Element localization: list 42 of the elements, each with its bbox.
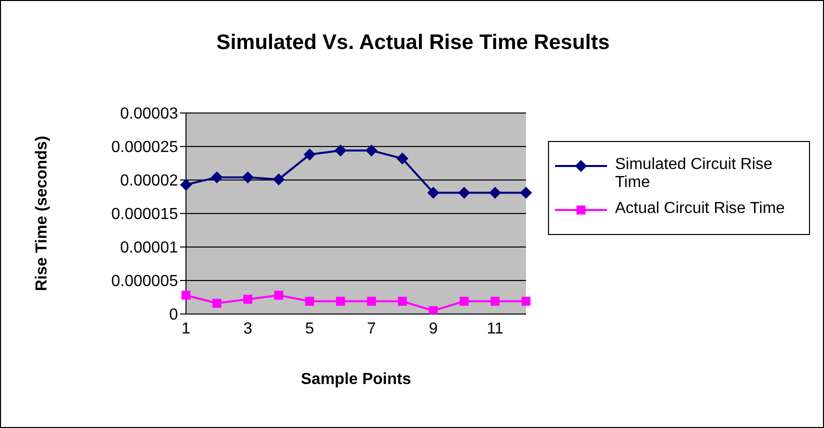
point: [366, 296, 376, 306]
y-tick-label: 0.000025: [111, 139, 178, 156]
point: [212, 298, 222, 308]
x-axis-title: Sample Points: [300, 371, 412, 388]
point: [305, 296, 314, 306]
point: [336, 296, 346, 306]
x-tick-label: 9: [428, 320, 438, 338]
legend-label: Simulated Circuit Rise Time: [615, 156, 774, 192]
y-tick-label: 0: [169, 306, 178, 324]
point: [398, 296, 407, 306]
x-tick-label: 5: [305, 320, 314, 338]
chart-title: Simulated Vs. Actual Rise Time Results: [215, 31, 611, 55]
point: [428, 306, 438, 314]
x-tick-label: 11: [486, 320, 504, 338]
point: [180, 178, 192, 191]
x-tick-label: 7: [367, 320, 376, 338]
point: [365, 144, 378, 157]
point: [490, 296, 500, 306]
y-tick-label: 0.000015: [111, 206, 178, 224]
y-axis-title: Rise Time (seconds): [34, 136, 51, 292]
y-tick-label: 0.000005: [111, 273, 178, 290]
legend-label: Actual Circuit Rise Time: [615, 200, 786, 218]
point: [460, 296, 469, 306]
point: [182, 290, 190, 300]
x-tick-label: 1: [182, 320, 191, 338]
point: [272, 173, 285, 186]
point: [522, 296, 530, 306]
point: [304, 148, 316, 161]
point: [274, 290, 284, 300]
point: [210, 171, 223, 184]
point: [243, 294, 252, 304]
point: [334, 144, 347, 157]
point: [458, 186, 470, 199]
y-tick-label: 0.00003: [120, 106, 178, 123]
point: [396, 152, 408, 165]
point: [242, 171, 254, 184]
y-tick-label: 0.00002: [120, 172, 178, 190]
y-tick-label: 0.00001: [120, 240, 178, 257]
point: [520, 186, 532, 199]
point: [427, 186, 440, 199]
point: [489, 186, 502, 199]
x-tick-label: 3: [243, 320, 252, 338]
